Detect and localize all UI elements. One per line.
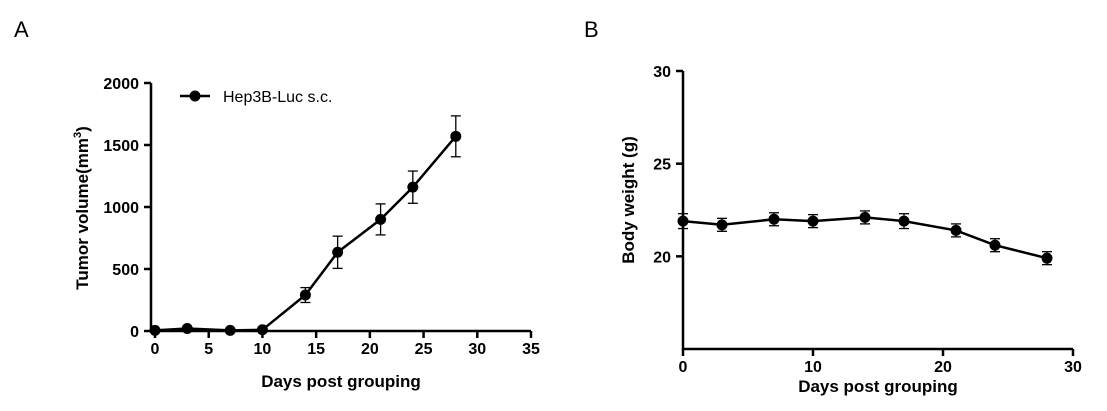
data-point-b	[898, 215, 910, 227]
y-axis-title-b: Body weight (g)	[619, 136, 638, 263]
data-point-b	[859, 211, 871, 223]
x-tick-label-a: 30	[468, 341, 486, 358]
data-point-b	[677, 215, 689, 227]
legend-a: Hep3B-Luc s.c.	[180, 89, 332, 106]
y-tick-label-b: 25	[653, 157, 671, 174]
y-tick-label-a: 500	[112, 262, 139, 279]
data-point-b	[989, 239, 1001, 251]
panel-label-a: A	[14, 17, 29, 42]
data-point-a	[407, 181, 419, 193]
x-tick-label-b: 0	[679, 359, 688, 376]
y-axis-title-a: Tumor volume(mm3)	[72, 126, 92, 290]
y-axis-title-a-sup: 3	[72, 132, 84, 138]
plot-area-a: 0 5 10 15 20 25 30 35 0 500 1000 1500 2000	[103, 76, 540, 358]
y-tick-label-b: 20	[653, 249, 671, 266]
x-tick-label-a: 10	[254, 341, 272, 358]
plot-area-b: 0 10 20 30 20 25 30	[653, 64, 1082, 376]
data-point-b	[1041, 252, 1053, 264]
x-tick-label-a: 15	[307, 341, 325, 358]
y-axis-title-a-tail: )	[73, 126, 92, 132]
panel-a: A 0 5 10 15 20 25 30 35 0 500 1000 1500 2000 Days po…	[14, 17, 540, 391]
x-tick-label-b: 10	[804, 359, 822, 376]
data-point-a	[149, 324, 161, 336]
y-tick-label-a: 0	[130, 324, 139, 341]
x-axis-title-a: Days post grouping	[261, 372, 421, 391]
panel-b: B 0 10 20 30 20 25 30 Days post grouping Body …	[584, 17, 1082, 396]
panel-label-b: B	[584, 17, 599, 42]
x-tick-label-b: 20	[934, 359, 952, 376]
y-tick-label-a: 1000	[103, 200, 139, 217]
y-tick-label-a: 1500	[103, 138, 139, 155]
data-point-a	[256, 324, 268, 336]
data-point-b	[768, 213, 780, 225]
legend-label-a: Hep3B-Luc s.c.	[223, 89, 332, 106]
y-axis-title-a-main: Tumor volume(mm	[73, 138, 92, 290]
data-point-a	[375, 213, 387, 225]
x-tick-label-a: 35	[522, 341, 540, 358]
data-point-a	[332, 246, 344, 258]
x-tick-label-a: 20	[361, 341, 379, 358]
y-tick-label-a: 2000	[103, 76, 139, 93]
x-tick-label-b: 30	[1064, 359, 1082, 376]
data-point-b	[807, 215, 819, 227]
data-point-b	[716, 219, 728, 231]
x-axis-title-b: Days post grouping	[798, 377, 958, 396]
data-point-a	[450, 130, 462, 142]
data-point-b	[950, 224, 962, 236]
x-tick-label-a: 5	[204, 341, 213, 358]
data-point-a	[299, 289, 311, 301]
x-tick-label-a: 25	[415, 341, 433, 358]
data-point-a	[181, 323, 193, 335]
y-tick-label-b: 30	[653, 64, 671, 81]
x-tick-label-a: 0	[151, 341, 160, 358]
legend-marker-a	[189, 90, 201, 102]
data-point-a	[224, 324, 236, 336]
